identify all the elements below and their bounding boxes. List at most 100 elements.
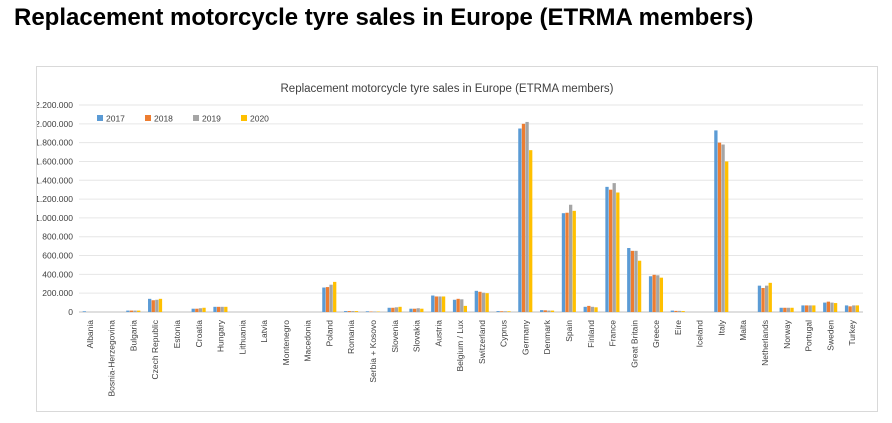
bar <box>195 308 199 312</box>
bar <box>830 302 834 312</box>
bar <box>848 306 852 312</box>
bar <box>191 308 195 312</box>
bar <box>823 302 827 312</box>
bar <box>398 306 402 312</box>
x-tick-label: Italy <box>716 319 726 335</box>
y-tick-label: 1.000.000 <box>37 213 73 223</box>
bar <box>561 213 566 312</box>
bar <box>605 186 609 312</box>
bar <box>133 310 137 312</box>
bar <box>507 311 511 312</box>
legend-swatch <box>241 115 247 121</box>
bar <box>612 183 616 312</box>
bar <box>322 287 326 312</box>
y-tick-label: 400.000 <box>42 269 73 279</box>
bar <box>202 307 206 312</box>
bar <box>198 308 203 312</box>
bar <box>333 281 337 312</box>
legend-swatch <box>145 115 151 121</box>
bar <box>148 298 152 312</box>
bar <box>648 276 653 312</box>
bar <box>126 310 130 312</box>
bar <box>550 310 555 312</box>
bar <box>129 310 134 312</box>
x-tick-label: Denmark <box>542 319 552 354</box>
y-tick-label: 2.200.000 <box>37 100 73 110</box>
x-tick-label: Hungary <box>216 319 226 352</box>
bar <box>213 306 217 312</box>
legend: 2017 2018 2019 2020 <box>97 114 269 124</box>
bar-chart: Replacement motorcycle tyre sales in Eur… <box>37 83 863 397</box>
bar <box>394 307 399 312</box>
legend-label: 2018 <box>154 114 173 124</box>
bar <box>344 311 348 312</box>
bar <box>325 287 330 312</box>
bar <box>594 307 598 312</box>
bar <box>220 306 224 312</box>
x-axis: Albania Bosnia-Herzegovina Bulgaria Czech R… <box>85 319 857 396</box>
bar <box>761 288 765 312</box>
bar <box>630 250 635 312</box>
bar <box>441 296 446 312</box>
y-tick-label: 2.000.000 <box>37 119 73 129</box>
bar <box>627 248 631 312</box>
bar <box>768 282 772 312</box>
bar <box>224 306 228 312</box>
x-tick-label: Netherlands <box>760 320 770 366</box>
bar <box>481 292 486 312</box>
y-axis: 0 200.000 400.000 600.000 800.000 1.000.000 1.… <box>37 100 73 317</box>
bar <box>500 311 504 312</box>
bar <box>808 305 812 312</box>
x-tick-label: Slovenia <box>390 320 400 353</box>
bar <box>677 310 682 312</box>
bar <box>151 300 155 312</box>
x-tick-label: Germany <box>520 319 530 355</box>
bar <box>608 189 613 312</box>
bar <box>329 284 333 312</box>
legend-label: 2019 <box>202 114 221 124</box>
bar <box>681 311 685 312</box>
bar <box>637 260 642 312</box>
y-tick-label: 200.000 <box>42 288 73 298</box>
bar <box>804 305 809 312</box>
x-tick-label: Macedonia <box>303 320 313 362</box>
bar <box>790 307 794 312</box>
bar <box>543 310 547 312</box>
x-tick-label: Romania <box>346 320 356 354</box>
x-tick-label: Norway <box>782 319 792 349</box>
chart-title: Replacement motorcycle tyre sales in Eur… <box>281 83 614 95</box>
x-tick-label: Belgium / Lux <box>455 319 465 371</box>
legend-swatch <box>193 115 199 121</box>
bar <box>431 295 435 312</box>
bar <box>659 277 664 312</box>
page-title: Replacement motorcycle tyre sales in Eur… <box>14 4 754 31</box>
bar <box>670 310 674 312</box>
bar <box>717 142 722 312</box>
x-tick-label: Greece <box>651 320 661 348</box>
bar <box>587 305 591 312</box>
bar <box>434 296 439 312</box>
chart-frame: Replacement motorcycle tyre sales in Eur… <box>36 66 878 412</box>
bar <box>725 161 729 312</box>
x-tick-label: France <box>608 320 618 347</box>
x-tick-label: Austria <box>433 320 443 347</box>
bar <box>656 275 660 312</box>
y-tick-label: 0 <box>68 307 73 317</box>
x-tick-label: Turkey <box>847 319 857 345</box>
y-tick-label: 1.800.000 <box>37 138 73 148</box>
bar <box>765 285 769 312</box>
bar <box>833 303 838 312</box>
bar <box>420 308 424 312</box>
bar <box>351 311 355 312</box>
y-tick-label: 1.400.000 <box>37 175 73 185</box>
bar <box>463 305 468 312</box>
bar <box>158 298 163 312</box>
bar <box>616 192 620 312</box>
x-tick-label: Great Britain <box>629 320 639 368</box>
y-tick-label: 1.200.000 <box>37 194 73 204</box>
x-tick-label: Estonia <box>172 320 182 349</box>
bar <box>354 311 359 312</box>
bar <box>855 305 860 312</box>
x-tick-label: Portugal <box>804 320 814 352</box>
bar <box>652 274 656 312</box>
